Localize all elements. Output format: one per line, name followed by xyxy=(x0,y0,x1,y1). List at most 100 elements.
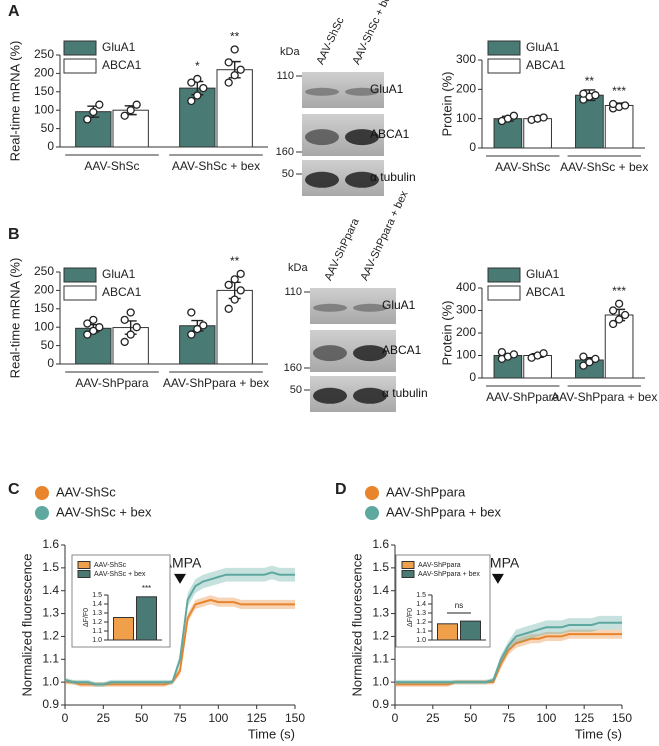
y-tick-label: 1.3 xyxy=(92,610,102,617)
y-tick-label: 0.9 xyxy=(42,697,59,711)
significance: *** xyxy=(142,584,151,593)
x-tick-label: AAV-ShSc + bex xyxy=(172,159,260,173)
blot-band xyxy=(305,87,339,96)
data-point xyxy=(539,113,548,122)
data-point xyxy=(187,330,196,339)
y-tick-label: 50 xyxy=(41,338,55,352)
bar xyxy=(216,69,253,148)
y-tick-label: 1.0 xyxy=(92,637,102,644)
blot-band xyxy=(313,387,347,404)
band-label: GluA1 xyxy=(370,82,404,96)
x-tick-label: AAV-ShPpara xyxy=(75,376,148,390)
bar xyxy=(113,617,134,641)
x-tick-label: 125 xyxy=(247,711,267,725)
panel-label: D xyxy=(335,481,347,498)
data-point xyxy=(193,91,202,100)
y-tick-label: 0.9 xyxy=(372,697,389,711)
band-label: GluA1 xyxy=(382,298,416,312)
y-tick-label: 1.3 xyxy=(416,610,426,617)
data-point xyxy=(620,310,630,320)
data-point xyxy=(614,299,624,308)
y-tick-label: 1.2 xyxy=(372,629,389,643)
data-point xyxy=(224,58,233,67)
lane-label: AAV-ShPpara + bex xyxy=(358,189,410,283)
y-tick-label: 0 xyxy=(47,139,54,153)
blot-band xyxy=(353,345,387,362)
legend-swatch xyxy=(63,285,97,301)
y-tick-label: 0 xyxy=(47,356,54,370)
legend-label: ABCA1 xyxy=(526,285,566,299)
x-tick-label: AAV-ShPpara + bex xyxy=(163,376,269,390)
legend-label: AAV-ShPpara xyxy=(418,562,461,569)
y-tick-label: 0 xyxy=(469,370,476,384)
data-point xyxy=(230,71,239,80)
panel-label: A xyxy=(8,3,20,20)
lane-label: AAV-ShSc + bex xyxy=(350,0,395,66)
x-tick-label: AAV-ShSc + bex xyxy=(560,160,648,174)
blot-band xyxy=(345,171,379,188)
y-tick-label: 1.3 xyxy=(372,606,389,620)
y-tick-label: 1.0 xyxy=(42,674,59,688)
kda-label: kDa xyxy=(280,46,300,58)
data-point xyxy=(509,111,519,120)
y-axis-label: ΔF/F0 xyxy=(407,608,414,627)
data-point xyxy=(193,324,202,334)
data-point xyxy=(132,100,141,109)
data-point xyxy=(224,280,233,290)
legend-marker xyxy=(35,506,49,520)
legend-swatch xyxy=(63,40,97,56)
data-point xyxy=(230,275,239,284)
data-point xyxy=(236,269,245,278)
y-tick-label: 1.1 xyxy=(416,628,426,635)
lane-label: AAV-ShSc xyxy=(314,15,346,66)
legend-label: AAV-ShPpara + bex xyxy=(386,504,502,519)
y-tick-label: 1.5 xyxy=(416,592,426,599)
stimulus-arrow xyxy=(491,573,504,584)
y-tick-label: 150 xyxy=(34,84,54,98)
y-tick-label: 1.0 xyxy=(416,637,426,644)
data-point xyxy=(120,111,129,120)
blot-band xyxy=(345,87,379,96)
y-tick-label: 1.2 xyxy=(42,629,59,643)
x-tick-label: 50 xyxy=(464,711,478,725)
y-tick-label: 1.6 xyxy=(372,537,389,551)
blot-band xyxy=(313,303,347,312)
y-tick-label: 200 xyxy=(34,66,54,80)
y-tick-label: 1.2 xyxy=(416,619,426,626)
y-tick-label: 0 xyxy=(469,140,476,154)
legend-label: GluA1 xyxy=(526,40,560,54)
y-tick-label: 1.6 xyxy=(42,537,59,551)
y-tick-label: 50 xyxy=(41,121,55,135)
x-tick-label: 25 xyxy=(426,711,440,725)
significance: ** xyxy=(230,254,240,268)
data-point xyxy=(199,83,208,93)
y-axis-label: Normalized fluorescence xyxy=(19,553,34,696)
panel-label: B xyxy=(8,226,20,243)
y-tick-label: 200 xyxy=(456,82,476,96)
y-tick-label: 1.5 xyxy=(372,560,389,574)
data-point xyxy=(89,326,98,336)
legend-label: GluA1 xyxy=(526,267,560,281)
x-tick-label: 100 xyxy=(536,711,556,725)
y-tick-label: 300 xyxy=(456,303,476,317)
legend-swatch xyxy=(77,561,91,569)
legend-marker xyxy=(35,486,49,500)
bar xyxy=(575,94,604,149)
blot-band xyxy=(353,303,387,312)
y-tick-label: 100 xyxy=(456,111,476,125)
data-point xyxy=(236,286,245,295)
y-tick-label: 100 xyxy=(34,102,54,116)
series-line xyxy=(64,571,295,686)
blot-band xyxy=(305,129,339,146)
y-tick-label: 1.1 xyxy=(92,628,102,635)
y-tick-label: 1.4 xyxy=(416,601,426,608)
y-axis-label: Protein (%) xyxy=(439,300,454,365)
significance: * xyxy=(195,59,200,73)
legend-marker xyxy=(365,486,379,500)
data-point xyxy=(95,100,104,109)
data-point xyxy=(497,347,507,357)
y-axis-label: Normalized fluorescence xyxy=(349,553,364,696)
bar xyxy=(604,104,634,149)
data-point xyxy=(579,89,588,98)
y-axis-label: Real-time mRNA (%) xyxy=(7,258,22,379)
